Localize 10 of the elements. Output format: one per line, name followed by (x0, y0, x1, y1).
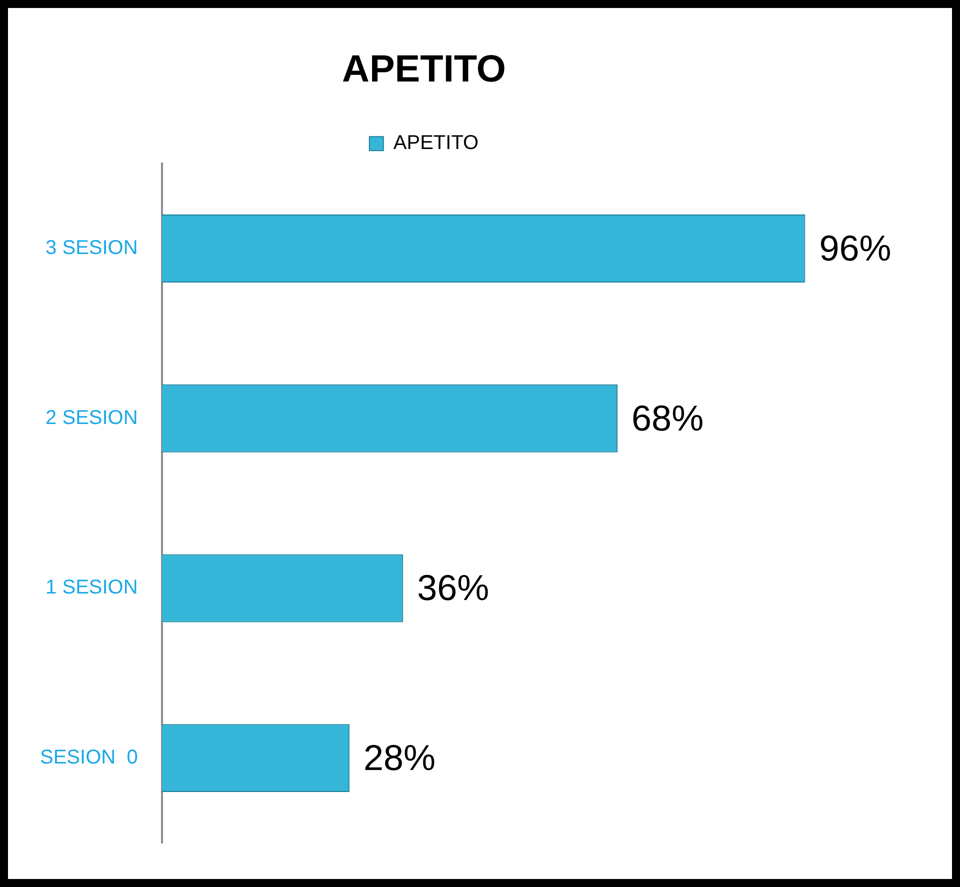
y-tick-label: 2 SESION (46, 406, 138, 429)
y-tick-label: 3 SESION (46, 237, 138, 260)
y-tick-label: SESION 0 (40, 746, 138, 769)
data-label: 96% (819, 227, 892, 268)
data-label: 68% (632, 397, 704, 438)
legend-label: APETITO (393, 132, 479, 154)
data-label: 28% (363, 736, 436, 778)
y-tick-label: 1 SESION (46, 576, 138, 599)
chart-title: APETITO (342, 48, 506, 90)
data-label: 36% (417, 567, 490, 608)
